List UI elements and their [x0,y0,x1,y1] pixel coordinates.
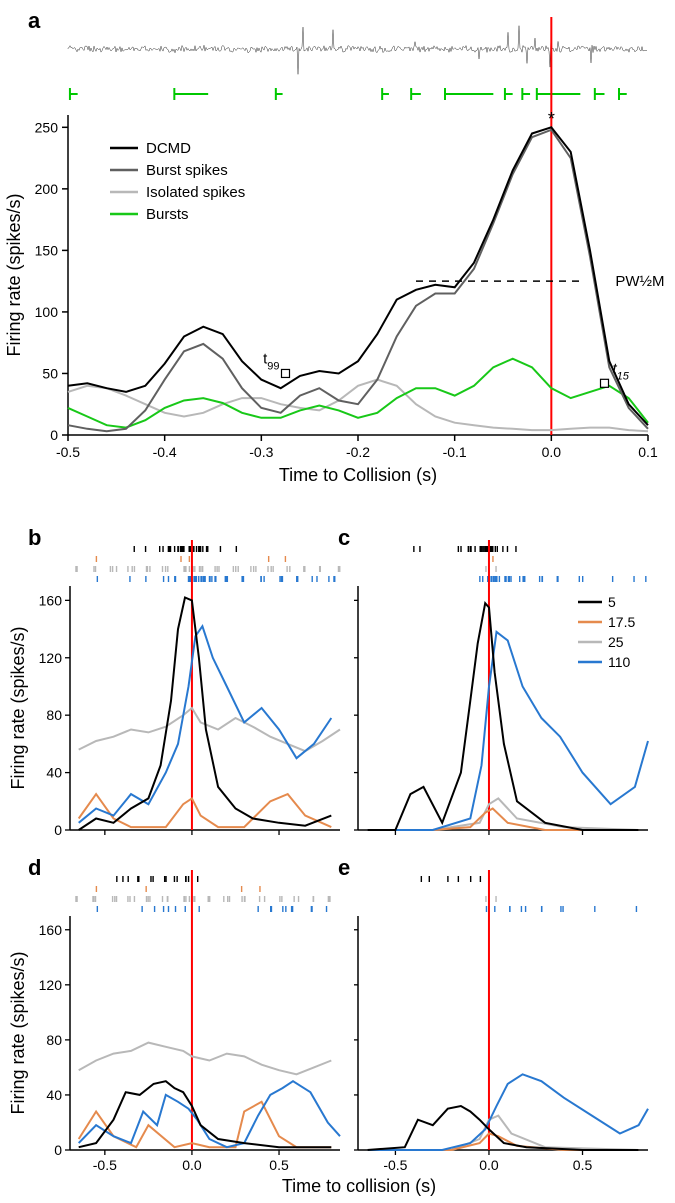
svg-text:0: 0 [50,427,58,443]
svg-text:*: * [548,109,555,129]
svg-text:-0.1: -0.1 [443,444,467,460]
svg-text:0.0: 0.0 [182,1157,202,1173]
svg-text:80: 80 [46,1032,62,1048]
svg-text:-0.4: -0.4 [153,444,177,460]
panel-a-ylabel: Firing rate (spikes/s) [4,193,24,356]
legend-Isolated spikes: Isolated spikes [146,184,245,201]
panel-a-label: a [28,8,40,34]
series-isolated [68,380,648,432]
panel-b-ylabel: Firing rate (spikes/s) [8,626,28,789]
svg-text:100: 100 [35,304,59,320]
svg-text:80: 80 [46,707,62,723]
svg-text:250: 250 [35,119,59,135]
svg-text:0.1: 0.1 [638,444,658,460]
panel-d-ylabel: Firing rate (spikes/s) [8,951,28,1114]
panel-e: -0.5 0.0 0.5 [354,870,648,1173]
svg-text:120: 120 [39,977,63,993]
svg-text:0: 0 [54,1142,62,1158]
svg-text:-0.5: -0.5 [56,444,80,460]
pw-half-m: PW½M [615,273,664,290]
svg-text:120: 120 [39,650,63,666]
panel-d-label: d [28,855,41,881]
svg-text:-0.2: -0.2 [346,444,370,460]
legend-small-17.5: 17.5 [608,614,635,630]
panel-d: 0 40 80 120 160 -0.5 0.0 0.5 [39,870,340,1173]
svg-text:50: 50 [42,365,58,381]
legend-small-110: 110 [608,654,631,670]
legend-DCMD: DCMD [146,140,191,157]
panel-c [354,540,648,835]
svg-text:40: 40 [46,765,62,781]
panel-b-label: b [28,525,41,551]
legend-small-25: 25 [608,634,624,650]
svg-text:150: 150 [35,242,59,258]
svg-text:200: 200 [35,181,59,197]
panel-a-chart: -0.5 -0.4 -0.3 -0.2 -0.1 0.0 0.1 0 50 100 150 200 25… [4,17,665,485]
legend-Bursts: Bursts [146,206,189,223]
legend-Burst spikes: Burst spikes [146,162,228,179]
svg-text:0.5: 0.5 [573,1157,593,1173]
svg-text:t99: t99 [263,350,279,372]
svg-text:160: 160 [39,922,63,938]
svg-text:-0.3: -0.3 [249,444,273,460]
panel-e-label: e [338,855,350,881]
spike-trace [68,26,647,75]
legend-small-5: 5 [608,594,616,610]
panel-b: 0 40 80 120 160 [39,540,340,838]
svg-text:0: 0 [54,822,62,838]
svg-text:160: 160 [39,592,63,608]
svg-text:0.0: 0.0 [542,444,562,460]
svg-text:0.0: 0.0 [479,1157,499,1173]
figure-svg: -0.5-0.4-0.3-0.2-0.10.00.105010015020025… [0,0,675,1203]
panel-a-xlabel: Time to Collision (s) [279,465,437,485]
svg-text:0.5: 0.5 [269,1157,289,1173]
svg-text:-0.5: -0.5 [93,1157,117,1173]
small-panels-xlabel: Time to collision (s) [282,1176,436,1196]
burst-markers [70,88,627,100]
svg-text:40: 40 [46,1087,62,1103]
svg-text:-0.5: -0.5 [383,1157,407,1173]
panel-c-label: c [338,525,350,551]
